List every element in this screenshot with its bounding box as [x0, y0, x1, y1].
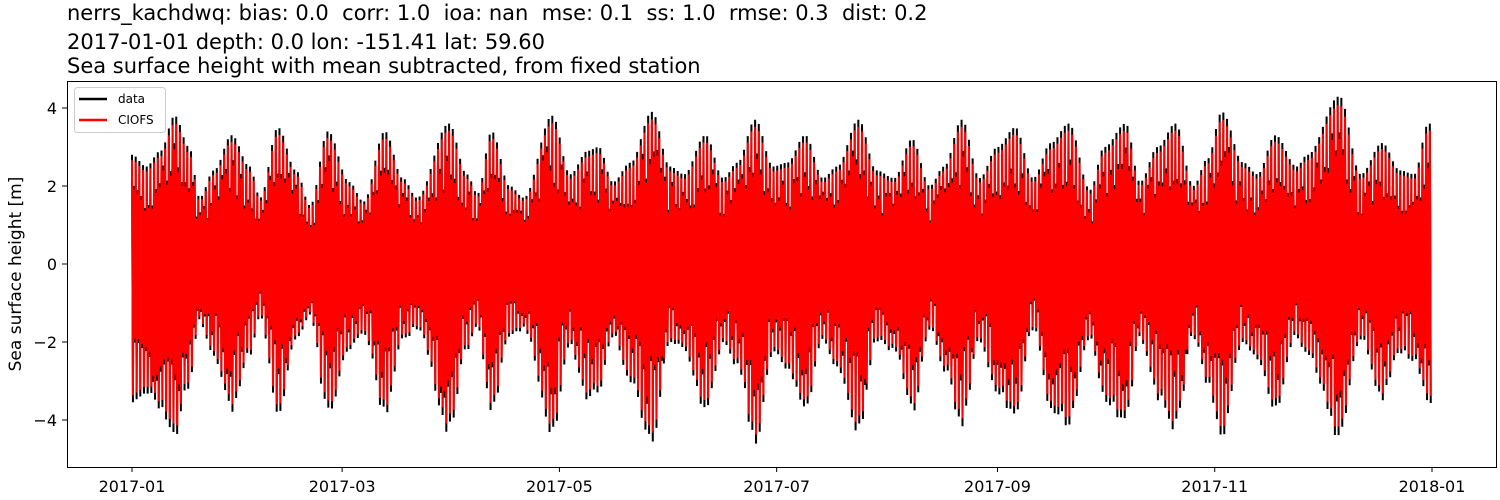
x-tick-label: 2017-05 [526, 477, 593, 496]
chart-title-description: Sea surface height with mean subtracted,… [67, 54, 701, 78]
series-ciofs-line [131, 105, 1432, 435]
y-tick-label: −4 [33, 411, 57, 430]
y-tick-label: 0 [47, 255, 57, 274]
y-axis-label: Sea surface height [m] [6, 177, 26, 372]
x-tick-label: 2017-03 [309, 477, 376, 496]
y-axis: 4 2 0 −2 −4 [33, 99, 67, 430]
legend-ciofs-label: CIOFS [118, 113, 154, 127]
legend-data-label: data [118, 92, 145, 106]
x-tick-label: 2017-07 [743, 477, 810, 496]
x-tick-label: 2017-01 [99, 477, 166, 496]
chart-title-location: 2017-01-01 depth: 0.0 lon: -151.41 lat: … [67, 30, 545, 54]
axes-frame [67, 81, 1497, 468]
x-axis: 2017-01 2017-03 2017-05 2017-07 2017-09 2017-… [99, 467, 1466, 496]
y-tick-label: 4 [47, 99, 57, 118]
x-tick-label: 2017-11 [1181, 477, 1248, 496]
y-tick-label: −2 [33, 333, 57, 352]
plot-series [131, 96, 1432, 444]
legend: data CIOFS [74, 87, 166, 133]
chart-title-stats: nerrs_kachdwq: bias: 0.0 corr: 1.0 ioa: … [67, 1, 928, 25]
y-tick-label: 2 [47, 177, 57, 196]
x-tick-label: 2018-01 [1399, 477, 1466, 496]
x-tick-label: 2017-09 [964, 477, 1031, 496]
